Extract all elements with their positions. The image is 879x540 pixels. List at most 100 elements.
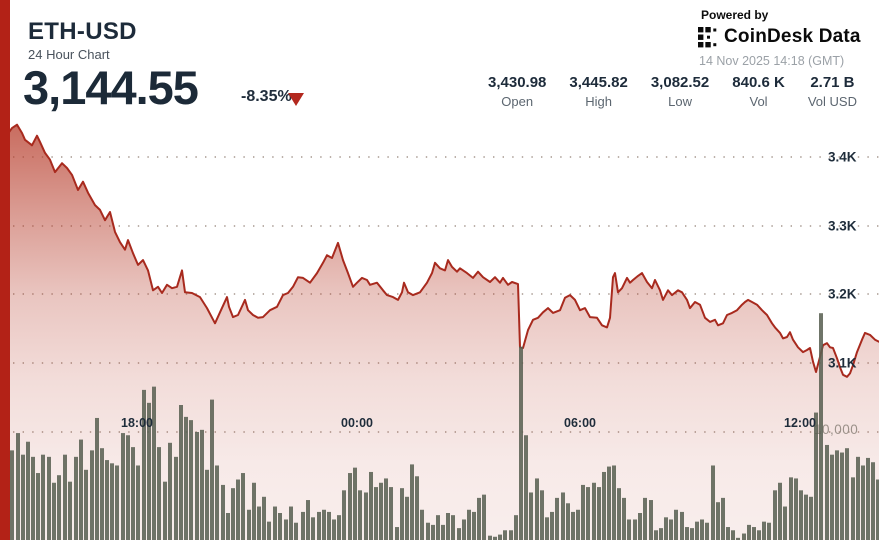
stat-open-value: 3,430.98	[488, 74, 547, 91]
stat-low-label: Low	[668, 94, 692, 109]
volume-bar	[395, 527, 399, 540]
volume-bar	[566, 503, 570, 540]
volume-bar	[535, 478, 539, 540]
volume-bar	[794, 478, 798, 540]
volume-bar	[545, 517, 549, 540]
volume-bar	[374, 487, 378, 540]
volume-bar	[179, 405, 183, 540]
stat-open-label: Open	[501, 94, 534, 109]
volume-bar	[90, 450, 94, 540]
volume-bar	[690, 528, 694, 540]
volume-bar	[441, 524, 445, 540]
volume-bar	[835, 450, 839, 540]
volume-bar	[247, 509, 251, 540]
volume-bar	[63, 454, 67, 540]
volume-bar	[226, 513, 230, 540]
volume-bar	[845, 448, 849, 540]
volume-bar	[493, 536, 497, 540]
volume-bar	[384, 478, 388, 540]
volume-bar	[110, 463, 114, 540]
stat-high: 3,445.82 High	[569, 74, 627, 109]
volume-bar	[379, 482, 383, 540]
volume-bar	[262, 496, 266, 540]
volume-bar	[157, 447, 161, 540]
volume-bar	[205, 469, 209, 540]
powered-by-text: Powered by	[701, 8, 769, 22]
stats-row: 3,430.98 Open 3,445.82 High 3,082.52 Low…	[488, 74, 857, 109]
volume-bar	[252, 482, 256, 540]
volume-bar	[136, 465, 140, 540]
volume-bar	[241, 473, 245, 540]
volume-bar	[195, 432, 199, 540]
volume-axis-label: 10,000	[814, 422, 858, 437]
volume-bar	[586, 487, 590, 540]
volume-bar	[856, 456, 860, 540]
volume-bar	[317, 511, 321, 540]
volume-bar	[467, 509, 471, 540]
volume-bar	[871, 462, 875, 540]
volume-bar	[529, 492, 533, 540]
volume-bar	[861, 465, 865, 540]
volume-bar	[126, 435, 130, 540]
volume-bar	[278, 513, 282, 540]
volume-bar	[627, 519, 631, 540]
volume-bar	[654, 530, 658, 540]
volume-bar	[342, 490, 346, 540]
volume-bar	[550, 511, 554, 540]
volume-bar	[289, 506, 293, 540]
volume-bar	[95, 417, 99, 540]
instrument-symbol: ETH-USD	[28, 18, 137, 45]
volume-bar	[451, 515, 455, 540]
volume-bar	[410, 464, 414, 540]
volume-bar	[581, 484, 585, 540]
volume-bar	[364, 492, 368, 540]
volume-bar	[273, 506, 277, 540]
volume-bar	[163, 481, 167, 540]
volume-bar	[436, 515, 440, 540]
volume-bar	[778, 482, 782, 540]
volume-bar	[540, 490, 544, 540]
stat-open: 3,430.98 Open	[488, 74, 546, 109]
volume-bar	[322, 509, 326, 540]
volume-bar	[147, 402, 151, 540]
volume-bar	[747, 524, 751, 540]
volume-bar	[742, 533, 746, 540]
volume-bar	[337, 515, 341, 540]
volume-bar	[633, 519, 637, 540]
volume-bar	[26, 441, 30, 540]
volume-bar	[767, 522, 771, 540]
volume-bar	[36, 473, 40, 540]
volume-bar	[649, 500, 653, 540]
volume-bar	[462, 519, 466, 540]
price-area	[0, 124, 879, 540]
volume-bar	[105, 460, 109, 540]
volume-bar	[353, 467, 357, 540]
volume-bar	[705, 522, 709, 540]
volume-bar	[267, 521, 271, 540]
triangle-down-icon	[288, 93, 304, 106]
volume-bar	[700, 519, 704, 540]
volume-bar	[131, 447, 135, 540]
volume-bar	[561, 492, 565, 540]
provider-logo: CoinDesk Data	[698, 26, 861, 48]
volume-bar	[446, 513, 450, 540]
volume-bar	[789, 477, 793, 540]
volume-bar	[814, 412, 818, 540]
volume-bar	[74, 456, 78, 540]
stat-low: 3,082.52 Low	[651, 74, 709, 109]
volume-bar	[711, 465, 715, 540]
volume-bar	[405, 496, 409, 540]
volume-bar	[115, 465, 119, 540]
volume-bar	[524, 435, 528, 540]
volume-bar	[294, 522, 298, 540]
volume-bar	[431, 524, 435, 540]
volume-bar	[876, 479, 879, 540]
volume-bar	[332, 519, 336, 540]
volume-bar	[358, 490, 362, 540]
volume-bar	[415, 476, 419, 540]
stat-volume-usd-value: 2.71 B	[810, 74, 855, 91]
volume-bar	[773, 490, 777, 540]
stat-volume-value: 840.6 K	[732, 74, 785, 91]
volume-bar	[736, 537, 740, 540]
